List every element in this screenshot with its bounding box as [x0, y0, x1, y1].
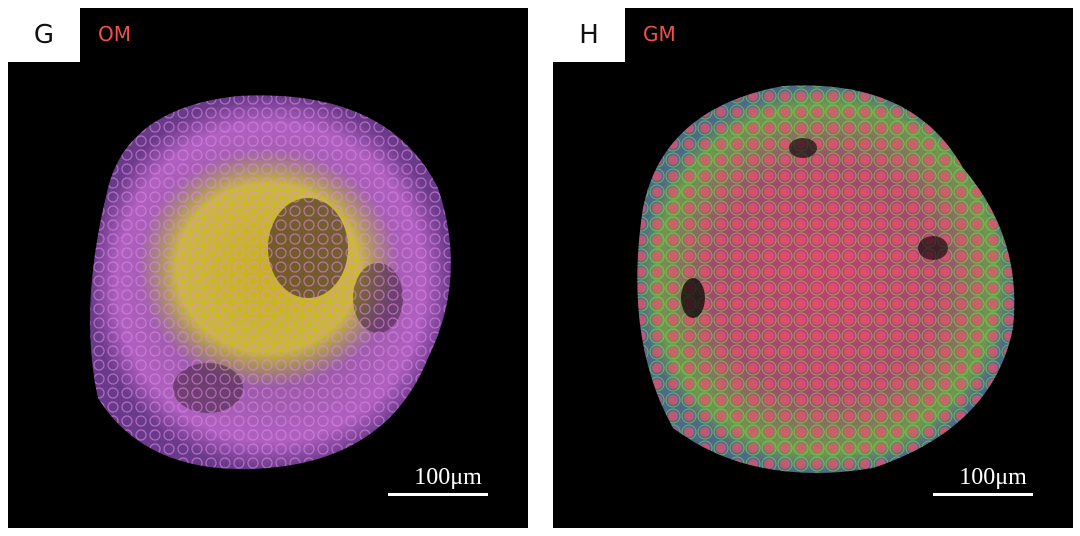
panel: H GM 100μm	[553, 8, 1073, 528]
letter-box	[8, 8, 80, 62]
panel-letter: H	[579, 20, 599, 50]
micrograph	[90, 95, 451, 470]
panel: G OM 100μm	[8, 8, 528, 528]
panel-label: OM	[98, 22, 131, 46]
scale-label: 100μm	[959, 464, 1027, 490]
panel-letter: G	[33, 20, 55, 50]
letter-box	[553, 8, 625, 62]
scale-bar	[388, 493, 488, 496]
panel-label: GM	[643, 22, 676, 46]
scale-label: 100μm	[414, 464, 482, 490]
micrograph	[637, 85, 1015, 474]
scale-bar	[933, 493, 1033, 496]
